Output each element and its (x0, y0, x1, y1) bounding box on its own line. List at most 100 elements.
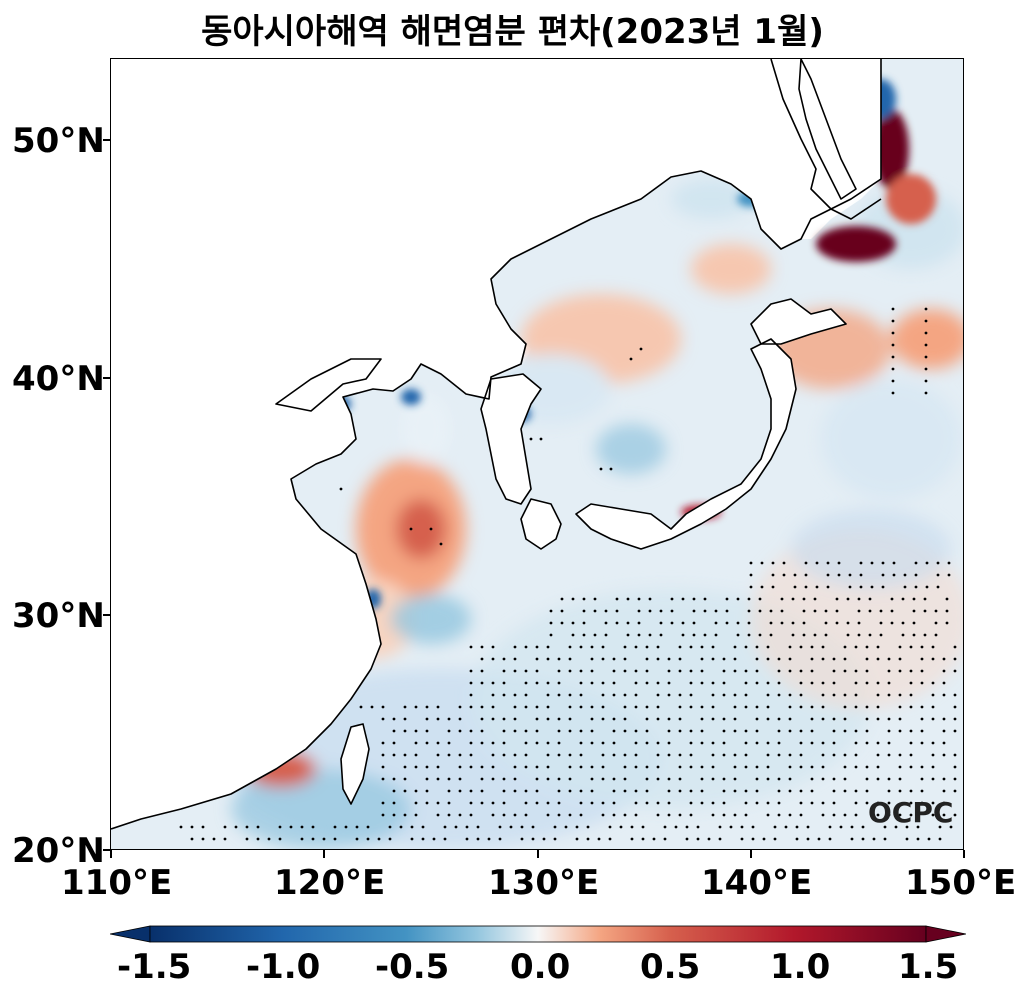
stipple-dot (443, 837, 447, 841)
stipple-dot (689, 693, 693, 697)
stipple-dot (557, 669, 561, 673)
stipple-dot (931, 813, 935, 817)
stipple-dot (740, 825, 744, 829)
stipple-dot (799, 645, 803, 649)
stipple-dot (912, 597, 916, 601)
stipple-dot (399, 825, 403, 829)
colorbar-label-0_5: 0.5 (640, 947, 701, 987)
stipple-dot (619, 825, 623, 829)
lon-label-110: 110°E (61, 863, 173, 903)
stipple-dot (854, 813, 858, 817)
stipple-dot (524, 753, 528, 757)
stipple-dot (923, 633, 927, 637)
stipple-dot (639, 347, 643, 351)
stipple-dot (659, 621, 663, 625)
stipple-dot (934, 609, 938, 613)
stipple-dot (766, 681, 770, 685)
stipple-dot (381, 741, 385, 745)
stipple-dot (876, 657, 880, 661)
stipple-dot (777, 789, 781, 793)
stipple-dot (645, 765, 649, 769)
stipple-dot (692, 621, 696, 625)
stipple-dot (859, 561, 863, 565)
stipple-dot (480, 657, 484, 661)
stipple-dot (392, 741, 396, 745)
stipple-dot (898, 717, 902, 721)
stipple-dot (432, 837, 436, 841)
stipple-dot (733, 753, 737, 757)
stipple-dot (623, 693, 627, 697)
stipple-dot (403, 765, 407, 769)
stipple-dot (733, 657, 737, 661)
stipple-dot (722, 669, 726, 673)
stipple-dot (201, 837, 205, 841)
stipple-dot (777, 669, 781, 673)
stipple-dot (793, 585, 797, 589)
stipple-dot (832, 741, 836, 745)
stipple-dot (414, 753, 418, 757)
stipple-dot (593, 633, 597, 637)
stipple-dot (601, 717, 605, 721)
stipple-dot (931, 753, 935, 757)
lat-tick-30 (103, 614, 111, 616)
stipple-dot (458, 765, 462, 769)
stipple-dot (458, 813, 462, 817)
stipple-dot (520, 825, 524, 829)
stipple-dot (546, 765, 550, 769)
stipple-dot (876, 681, 880, 685)
stipple-dot (623, 717, 627, 721)
stipple-dot (612, 729, 616, 733)
stipple-dot (700, 741, 704, 745)
stipple-dot (359, 705, 363, 709)
stipple-dot (711, 681, 715, 685)
stipple-dot (535, 645, 539, 649)
stipple-dot (645, 717, 649, 721)
stipple-dot (835, 621, 839, 625)
stipple-dot (722, 681, 726, 685)
stipple-dot (458, 753, 462, 757)
stipple-dot (502, 753, 506, 757)
stipple-dot (670, 597, 674, 601)
stipple-dot (920, 657, 924, 661)
stipple-dot (502, 729, 506, 733)
stipple-dot (392, 717, 396, 721)
stipple-dot (513, 765, 517, 769)
stipple-dot (903, 585, 907, 589)
stipple-dot (381, 717, 385, 721)
stipple-dot (542, 837, 546, 841)
stipple-dot (854, 753, 858, 757)
stipple-dot (909, 693, 913, 697)
stipple-dot (777, 681, 781, 685)
stipple-dot (623, 765, 627, 769)
stipple-dot (410, 825, 414, 829)
stipple-dot (392, 789, 396, 793)
ocpc-logo: OCPC (868, 796, 954, 829)
lat-tick-40 (103, 377, 111, 379)
stipple-dot (868, 633, 872, 637)
stipple-dot (678, 705, 682, 709)
stipple-dot (810, 645, 814, 649)
stipple-dot (843, 705, 847, 709)
stipple-dot (938, 825, 942, 829)
map-svg (111, 59, 963, 849)
stipple-dot (480, 729, 484, 733)
stipple-dot (513, 729, 517, 733)
stipple-dot (634, 705, 638, 709)
stipple-dot (480, 765, 484, 769)
stipple-dot (909, 669, 913, 673)
stipple-dot (821, 741, 825, 745)
stipple-dot (414, 765, 418, 769)
stipple-dot (608, 825, 612, 829)
stipple-dot (425, 741, 429, 745)
stipple-dot (832, 801, 836, 805)
stipple-dot (469, 813, 473, 817)
stipple-dot (524, 693, 528, 697)
stipple-dot (524, 681, 528, 685)
stipple-dot (903, 573, 907, 577)
stipple-dot (788, 657, 792, 661)
stipple-dot (747, 609, 751, 613)
stipple-dot (645, 777, 649, 781)
stipple-dot (751, 825, 755, 829)
stipple-dot (821, 765, 825, 769)
stipple-dot (502, 777, 506, 781)
